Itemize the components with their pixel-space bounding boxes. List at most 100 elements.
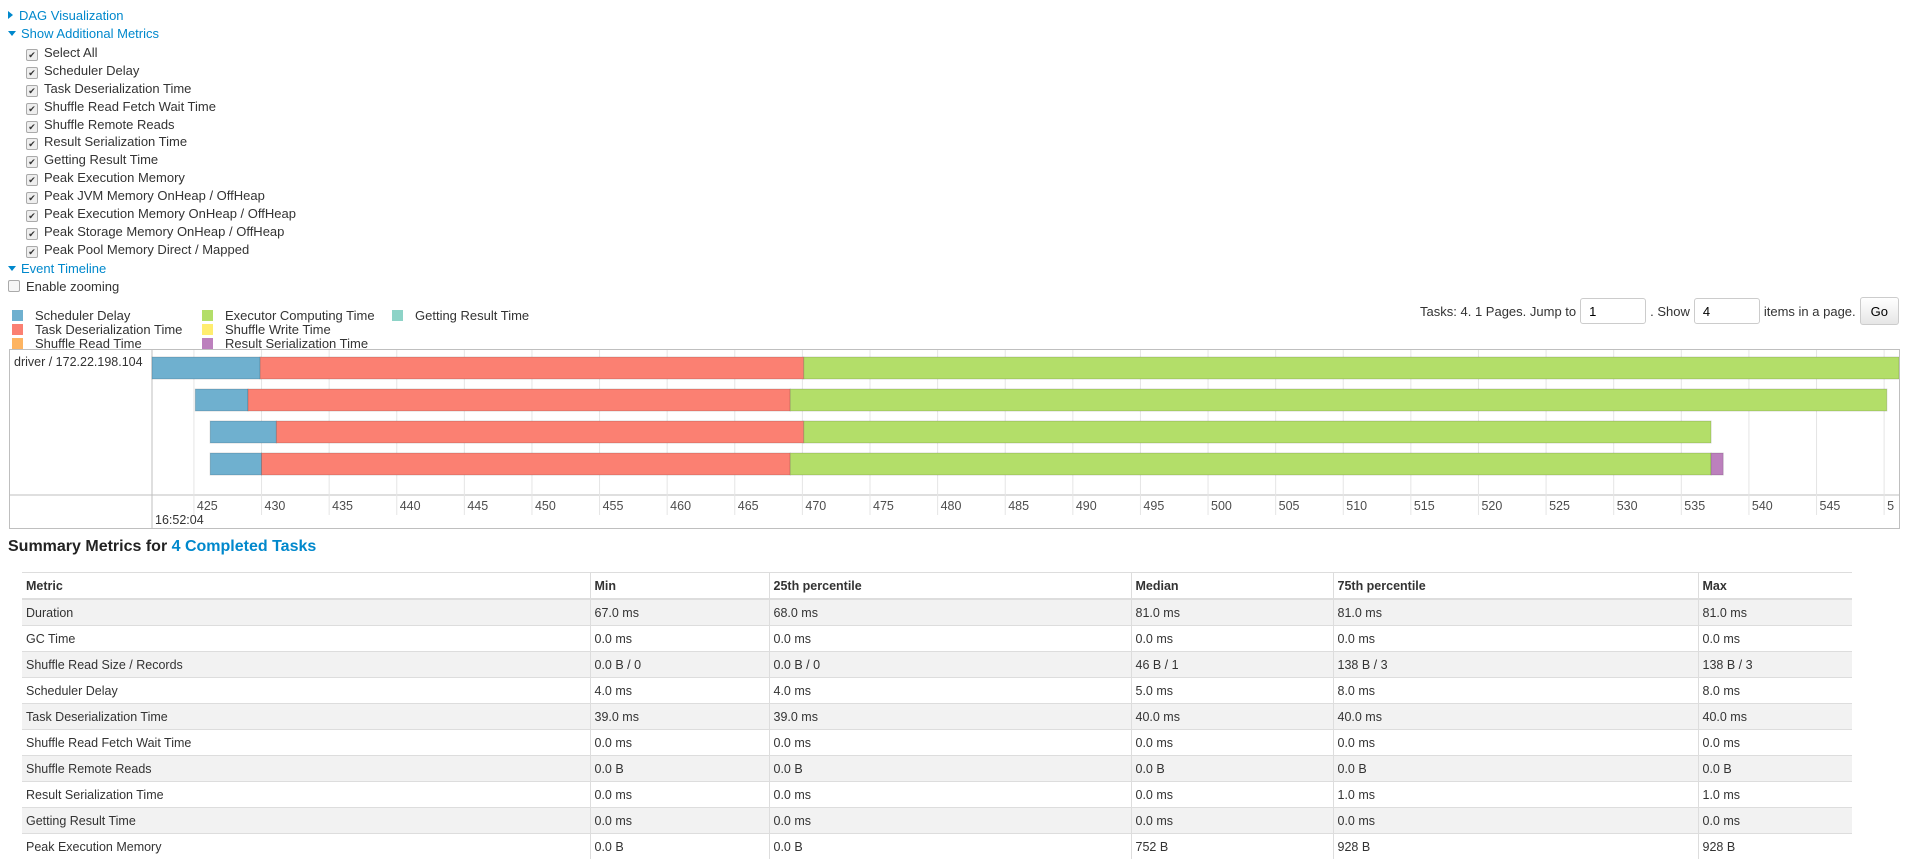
column-header: Metric: [22, 572, 590, 600]
x-tick-label: 515: [1414, 499, 1435, 513]
task-segment-task-deserialization-time[interactable]: [275, 420, 805, 444]
metric-checkbox-label: Select All: [44, 45, 98, 60]
x-tick-label: 525: [1549, 499, 1570, 513]
event-timeline-label: Event Timeline: [21, 261, 107, 276]
metric-value: 0.0 ms: [1130, 781, 1333, 808]
pagination: Tasks: 4. 1 Pages. Jump to . Show items …: [1420, 297, 1899, 325]
event-timeline-chart[interactable]: 425 430 435 440 445 450 455 460 465 470 475 480 485 4…: [9, 349, 1900, 529]
table-row: Scheduler Delay 4.0 ms 4.0 ms 5.0 ms 8.0 ms 8…: [22, 677, 1852, 704]
completed-tasks-link[interactable]: 4 Completed Tasks: [171, 538, 317, 555]
metric-value: 0.0 ms: [768, 729, 1131, 756]
metric-value: 138 B / 3: [1332, 651, 1698, 678]
metric-value: 40.0 ms: [1130, 703, 1333, 730]
checkbox-icon: [8, 280, 20, 292]
x-tick-label: 460: [670, 499, 691, 513]
pager-summary: Tasks: 4. 1 Pages. Jump to: [1420, 303, 1577, 319]
metric-value: 67.0 ms: [589, 598, 769, 626]
metric-name: Peak Execution Memory: [22, 833, 590, 859]
metric-value: 0.0 ms: [589, 729, 769, 756]
x-tick-label: 495: [1143, 499, 1164, 513]
task-segment-executor-computing-time[interactable]: [803, 420, 1712, 444]
x-tick-label: 470: [805, 499, 826, 513]
task-segment-scheduler-delay[interactable]: [151, 356, 261, 380]
event-timeline-toggle[interactable]: Event Timeline: [8, 261, 106, 276]
x-tick-label: 465: [738, 499, 759, 513]
legend-label: Scheduler Delay: [35, 308, 131, 323]
legend-item: Getting Result Time: [392, 308, 529, 323]
caret-down-icon: [8, 266, 16, 271]
metric-name: Shuffle Read Size / Records: [22, 651, 590, 678]
metric-name: GC Time: [22, 625, 590, 652]
additional-metrics-toggle[interactable]: Show Additional Metrics: [8, 26, 159, 41]
summary-title: Summary Metrics for 4 Completed Tasks: [8, 538, 316, 556]
x-tick-label: 475: [873, 499, 894, 513]
axis-date-label: 16:52:04: [155, 513, 204, 527]
metric-checkbox-10[interactable]: ✔ Peak Storage Memory OnHeap / OffHeap: [26, 223, 296, 241]
metric-value: 0.0 ms: [589, 625, 769, 652]
metric-checkbox-8[interactable]: ✔ Peak JVM Memory OnHeap / OffHeap: [26, 187, 296, 205]
checkbox-checked-icon: ✔: [26, 192, 38, 205]
table-row: Task Deserialization Time 39.0 ms 39.0 ms 4…: [22, 703, 1852, 730]
column-header: Min: [589, 572, 769, 600]
x-tick-label: 540: [1752, 499, 1773, 513]
task-segment-task-deserialization-time[interactable]: [247, 388, 791, 412]
metric-checkbox-1[interactable]: ✔ Scheduler Delay: [26, 62, 296, 80]
metric-value: 0.0 B: [589, 755, 769, 782]
task-segment-task-deserialization-time[interactable]: [261, 452, 791, 476]
metric-checkbox-9[interactable]: ✔ Peak Execution Memory OnHeap / OffHeap: [26, 205, 296, 223]
metric-checkbox-5[interactable]: ✔ Result Serialization Time: [26, 133, 296, 151]
metric-checkbox-0[interactable]: ✔ Select All: [26, 44, 296, 62]
task-segment-executor-computing-time[interactable]: [789, 452, 1712, 476]
legend-swatch: [392, 310, 403, 321]
legend-swatch: [202, 310, 213, 321]
metric-checkbox-2[interactable]: ✔ Task Deserialization Time: [26, 80, 296, 98]
metric-checkbox-7[interactable]: ✔ Peak Execution Memory: [26, 169, 296, 187]
dag-visualization-toggle[interactable]: DAG Visualization: [8, 8, 124, 23]
metric-checkbox-3[interactable]: ✔ Shuffle Read Fetch Wait Time: [26, 98, 296, 116]
metric-value: 40.0 ms: [1332, 703, 1698, 730]
metric-name: Scheduler Delay: [22, 677, 590, 704]
metric-checkbox-11[interactable]: ✔ Peak Pool Memory Direct / Mapped: [26, 241, 296, 259]
metric-value: 81.0 ms: [1130, 598, 1333, 626]
metric-checkbox-6[interactable]: ✔ Getting Result Time: [26, 151, 296, 169]
legend-item: Task Deserialization Time: [12, 322, 182, 337]
page-size-input[interactable]: [1693, 298, 1760, 324]
enable-zooming-checkbox[interactable]: Enable zooming: [8, 279, 119, 294]
x-tick-label: 520: [1481, 499, 1502, 513]
metric-checkbox-label: Peak Pool Memory Direct / Mapped: [44, 241, 250, 257]
go-button[interactable]: Go: [1859, 297, 1899, 325]
task-segment-scheduler-delay[interactable]: [194, 388, 249, 412]
metric-value: 46 B / 1: [1130, 651, 1333, 678]
metric-value: 40.0 ms: [1697, 703, 1852, 730]
metric-value: 0.0 B: [1130, 755, 1333, 782]
metric-value: 1.0 ms: [1697, 781, 1852, 808]
x-tick-label: 545: [1820, 499, 1841, 513]
x-tick-label: 425: [197, 499, 218, 513]
metric-checkbox-label: Getting Result Time: [44, 152, 159, 168]
task-segment-executor-computing-time[interactable]: [803, 356, 1899, 380]
metric-value: 39.0 ms: [589, 703, 769, 730]
metric-value: 0.0 ms: [1332, 625, 1698, 652]
metric-checkbox-label: Shuffle Read Fetch Wait Time: [44, 98, 216, 114]
metric-value: 0.0 ms: [1697, 807, 1852, 834]
table-header-row: Metric Min 25th percentile Median 75th perce…: [22, 572, 1852, 600]
x-tick-label: 485: [1008, 499, 1029, 513]
page-jump-input[interactable]: [1580, 298, 1647, 324]
task-segment-task-deserialization-time[interactable]: [259, 356, 805, 380]
table-row: Duration 67.0 ms 68.0 ms 81.0 ms 81.0 ms 81.0…: [22, 598, 1852, 626]
legend-item: Scheduler Delay: [12, 308, 130, 323]
executor-label: driver / 172.22.198.104: [14, 355, 143, 369]
caret-right-icon: [8, 11, 13, 19]
metric-name: Result Serialization Time: [22, 781, 590, 808]
task-segment-result-serialization-time[interactable]: [1710, 452, 1724, 476]
task-segment-scheduler-delay[interactable]: [209, 452, 263, 476]
task-segment-executor-computing-time[interactable]: [789, 388, 1888, 412]
legend-label: Task Deserialization Time: [35, 322, 183, 337]
task-segment-scheduler-delay[interactable]: [209, 420, 277, 444]
checkbox-checked-icon: ✔: [26, 84, 38, 97]
metric-value: 8.0 ms: [1332, 677, 1698, 704]
legend-label: Shuffle Read Time: [35, 336, 142, 351]
legend-label: Executor Computing Time: [225, 308, 375, 323]
metric-checkbox-4[interactable]: ✔ Shuffle Remote Reads: [26, 116, 296, 134]
checkbox-checked-icon: ✔: [26, 227, 38, 240]
